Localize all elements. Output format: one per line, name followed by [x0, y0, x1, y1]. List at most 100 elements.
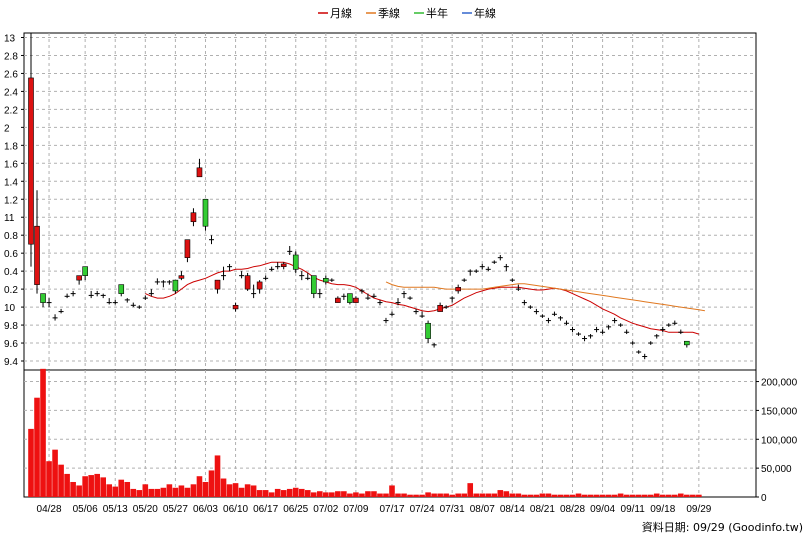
candle	[431, 343, 437, 348]
volume-tick-label: 50,000	[761, 464, 792, 475]
volume-bar	[178, 485, 185, 497]
volume-bar	[696, 494, 702, 497]
volume-bar	[551, 494, 558, 497]
volume-bar	[148, 488, 155, 497]
candle	[557, 316, 563, 321]
candle	[570, 326, 575, 333]
candle-body	[190, 212, 197, 223]
date-tick-label: 09/18	[650, 504, 675, 515]
candle	[317, 289, 323, 299]
date-tick-label: 09/29	[686, 504, 711, 515]
legend-item: 半年	[426, 6, 448, 20]
candle	[642, 353, 648, 360]
volume-bar	[304, 490, 311, 497]
price-tick-label: 1.6	[4, 159, 18, 170]
volume-bar	[425, 492, 431, 497]
candle-body	[76, 275, 82, 281]
volume-grid	[24, 370, 756, 497]
volume-bar	[389, 485, 395, 497]
candle	[612, 317, 618, 324]
candle	[88, 290, 94, 299]
candle	[353, 296, 359, 303]
volume-bar	[545, 493, 552, 497]
candle	[521, 299, 527, 306]
candle-body	[34, 225, 40, 285]
price-tick-label: 2.2	[4, 105, 18, 116]
candle	[166, 280, 172, 285]
candle	[497, 254, 503, 261]
price-tick-label: 11	[4, 213, 15, 224]
candle	[227, 263, 233, 272]
candle	[600, 329, 606, 335]
price-tick-label: 0.6	[4, 249, 18, 260]
candle	[329, 278, 335, 282]
price-tick-label: 10	[4, 303, 16, 314]
volume-bar	[611, 494, 618, 497]
volume-bar	[437, 493, 443, 497]
candle	[82, 266, 88, 281]
volume-bar	[154, 488, 161, 497]
candle	[684, 340, 690, 348]
legend-item: 季線	[378, 6, 400, 20]
candle	[666, 323, 672, 327]
volume-bar	[690, 494, 696, 497]
volume-bar	[250, 485, 257, 497]
volume-bar	[82, 476, 88, 497]
volume-bar	[317, 491, 323, 497]
price-panel-frame	[23, 32, 757, 371]
candle	[214, 279, 221, 294]
volume-bar	[274, 488, 281, 497]
candle	[503, 263, 509, 272]
volume-bar	[443, 493, 449, 497]
volume-bar	[280, 490, 287, 497]
candle	[407, 296, 413, 300]
price-tick-label: 9.6	[4, 339, 18, 350]
volume-bar	[28, 428, 34, 497]
candle-body	[232, 304, 239, 310]
volume-tick-label: 200,000	[761, 378, 798, 389]
price-tick-label: 1.4	[4, 177, 18, 188]
candle-body	[172, 279, 179, 292]
volume-bar	[214, 455, 221, 497]
candle	[52, 314, 58, 321]
volume-bar	[569, 494, 576, 497]
date-tick-label: 08/07	[470, 504, 495, 515]
volume-bar	[190, 484, 197, 497]
volume-bar	[232, 483, 239, 497]
candle-body	[684, 340, 690, 346]
date-tick-label: 06/17	[253, 504, 278, 515]
candle	[660, 326, 666, 333]
candle	[310, 275, 317, 299]
volume-tick-label: 150,000	[761, 406, 798, 417]
volume-bar	[118, 479, 125, 497]
candle	[46, 298, 52, 308]
date-axis: 04/28 05/06 05/13 05/20 05/27 06/03 06/10 06/17…	[37, 504, 712, 515]
candle	[618, 323, 624, 327]
candle	[154, 278, 160, 285]
candle	[124, 298, 130, 303]
volume-bar	[485, 493, 492, 497]
candle	[437, 302, 443, 312]
candle	[323, 275, 329, 285]
volume-bar	[226, 484, 233, 497]
price-tick-label: 2.6	[4, 69, 18, 80]
candle	[305, 272, 311, 281]
candle	[160, 280, 166, 288]
volume-bar	[172, 487, 179, 497]
volume-bar	[455, 493, 461, 497]
candle-body	[178, 275, 185, 279]
volume-bar	[40, 368, 46, 497]
volume-bar	[473, 493, 480, 497]
candle	[509, 278, 515, 282]
volume-bar	[533, 494, 540, 497]
date-tick-label: 07/02	[313, 504, 338, 515]
volume-bar	[467, 483, 474, 497]
date-tick-label: 05/27	[163, 504, 188, 515]
legend-item: 月線	[330, 6, 352, 20]
volume-bars	[28, 368, 702, 497]
candle	[221, 266, 227, 281]
legend: 月線 季線 半年 年線	[318, 6, 496, 20]
volume-bar	[184, 487, 191, 497]
candle	[34, 190, 40, 294]
